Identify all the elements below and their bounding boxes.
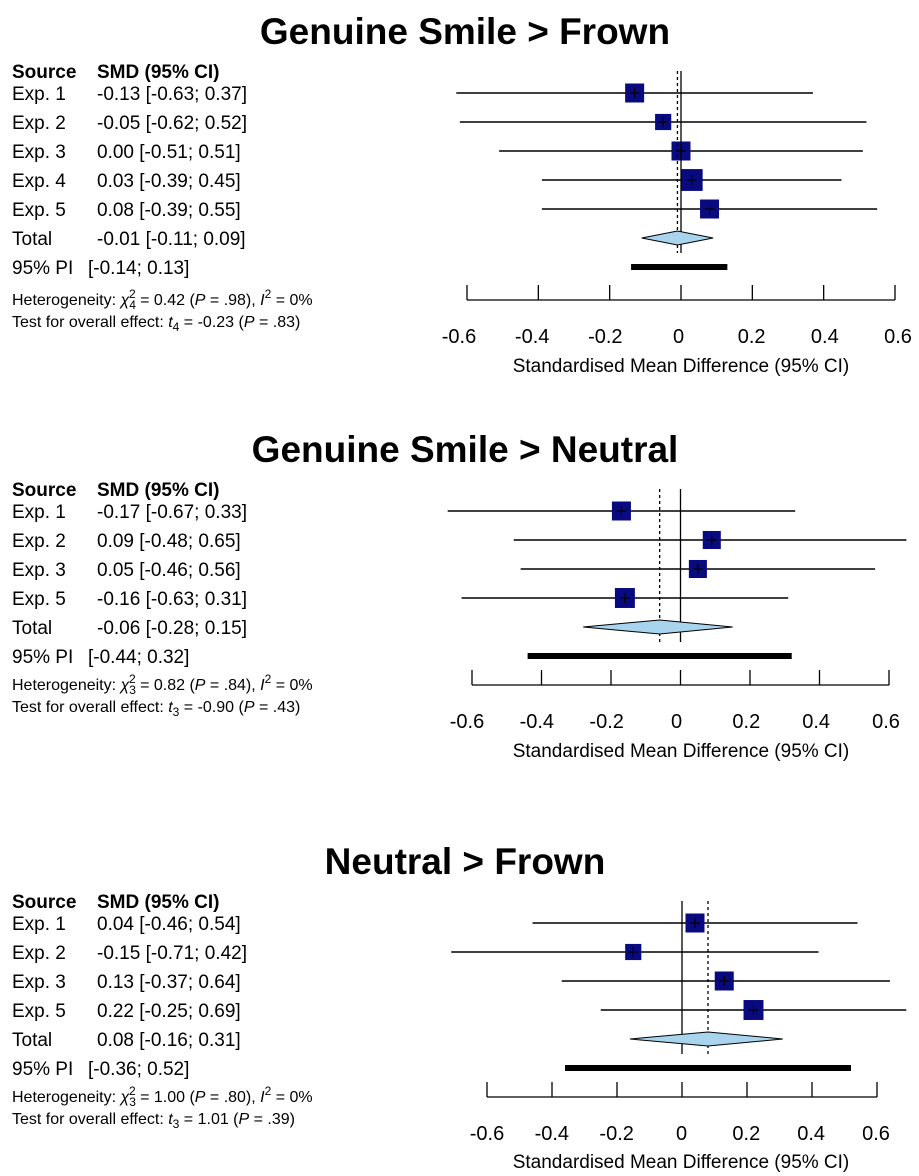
x-tick-label: 0 — [676, 1123, 687, 1145]
study-smd-text: 0.08 [-0.39; 0.55] — [97, 200, 241, 221]
x-tick-label: -0.6 — [470, 1123, 504, 1145]
study-smd-text: -0.16 [-0.63; 0.31] — [97, 589, 247, 610]
x-axis-label: Standardised Mean Difference (95% CI) — [513, 741, 850, 762]
x-axis-label: Standardised Mean Difference (95% CI) — [513, 1152, 850, 1173]
panel-title: Genuine Smile > Neutral — [252, 429, 679, 470]
x-tick-label: 0.6 — [872, 711, 900, 733]
x-tick-label: 0.2 — [738, 326, 766, 348]
header-source: Source — [12, 62, 76, 83]
study-label: Exp. 1 — [12, 914, 66, 935]
x-tick-label: 0.6 — [862, 1123, 890, 1145]
heterogeneity-text: Heterogeneity: χ32 = 1.00 (P = .80), I2 … — [12, 1084, 313, 1109]
study-label: Exp. 1 — [12, 84, 66, 105]
pooled-diamond — [641, 230, 714, 246]
study-smd-text: 0.22 [-0.25; 0.69] — [97, 1001, 241, 1022]
x-tick-label: 0.2 — [732, 1123, 760, 1145]
study-label: Exp. 5 — [12, 1001, 66, 1022]
study-smd-text: 0.09 [-0.48; 0.65] — [97, 531, 241, 552]
study-smd-text: 0.05 [-0.46; 0.56] — [97, 560, 241, 581]
panel-title: Neutral > Frown — [325, 841, 606, 882]
x-tick-label: -0.4 — [515, 326, 549, 348]
heterogeneity-text: Heterogeneity: χ42 = 0.42 (P = .98), I2 … — [12, 287, 313, 312]
overall-effect-text: Test for overall effect: t3 = -0.90 (P =… — [12, 699, 300, 719]
x-tick-label: 0.4 — [797, 1123, 825, 1145]
pi-label: 95% PI — [12, 258, 73, 279]
x-tick-label: -0.2 — [599, 1123, 633, 1145]
pi-text: [-0.14; 0.13] — [88, 258, 189, 279]
total-smd-text: -0.01 [-0.11; 0.09] — [97, 229, 246, 250]
header-smd: SMD (95% CI) — [97, 62, 219, 83]
pi-label: 95% PI — [12, 1059, 73, 1080]
pi-text: [-0.44; 0.32] — [88, 647, 189, 668]
header-smd: SMD (95% CI) — [97, 892, 219, 913]
header-source: Source — [12, 892, 76, 913]
study-label: Exp. 2 — [12, 943, 66, 964]
study-label: Exp. 3 — [12, 560, 66, 581]
forest-panel-1: Genuine Smile > Frown Source SMD (95% CI) E… — [12, 11, 912, 377]
x-tick-label: -0.2 — [588, 326, 622, 348]
study-label: Exp. 3 — [12, 142, 66, 163]
study-smd-text: -0.17 [-0.67; 0.33] — [97, 502, 247, 523]
study-label: Exp. 4 — [12, 171, 66, 192]
overall-effect-text: Test for overall effect: t3 = 1.01 (P = … — [12, 1111, 295, 1131]
x-tick-label: 0.4 — [802, 711, 830, 733]
heterogeneity-text: Heterogeneity: χ32 = 0.82 (P = .84), I2 … — [12, 672, 313, 697]
total-smd-text: 0.08 [-0.16; 0.31] — [97, 1030, 241, 1051]
x-tick-label: -0.4 — [535, 1123, 569, 1145]
total-label: Total — [12, 229, 52, 250]
study-label: Exp. 1 — [12, 502, 66, 523]
total-label: Total — [12, 618, 52, 639]
study-label: Exp. 2 — [12, 113, 66, 134]
study-smd-text: -0.15 [-0.71; 0.42] — [97, 943, 247, 964]
pi-label: 95% PI — [12, 647, 73, 668]
study-smd-text: 0.13 [-0.37; 0.64] — [97, 972, 241, 993]
study-label: Exp. 2 — [12, 531, 66, 552]
header-smd: SMD (95% CI) — [97, 480, 219, 501]
study-label: Exp. 5 — [12, 589, 66, 610]
x-tick-label: -0.6 — [442, 326, 476, 348]
total-smd-text: -0.06 [-0.28; 0.15] — [97, 618, 247, 639]
x-tick-label: 0 — [673, 326, 684, 348]
study-smd-text: 0.03 [-0.39; 0.45] — [97, 171, 241, 192]
x-tick-label: 0.6 — [884, 326, 912, 348]
forest-panel-2: Genuine Smile > Neutral Source SMD (95% CI… — [12, 429, 907, 762]
total-label: Total — [12, 1030, 52, 1051]
study-label: Exp. 5 — [12, 200, 66, 221]
study-label: Exp. 3 — [12, 972, 66, 993]
header-source: Source — [12, 480, 76, 501]
x-tick-label: -0.2 — [589, 711, 623, 733]
x-tick-label: -0.6 — [450, 711, 484, 733]
study-smd-text: 0.00 [-0.51; 0.51] — [97, 142, 241, 163]
x-tick-label: 0.4 — [811, 326, 839, 348]
study-smd-text: -0.13 [-0.63; 0.37] — [97, 84, 247, 105]
x-tick-label: 0.2 — [732, 711, 760, 733]
panel-title: Genuine Smile > Frown — [260, 11, 670, 52]
pooled-diamond — [629, 1031, 783, 1047]
pooled-diamond — [583, 619, 733, 635]
pi-text: [-0.36; 0.52] — [88, 1059, 189, 1080]
x-tick-label: 0 — [671, 711, 682, 733]
x-axis-label: Standardised Mean Difference (95% CI) — [513, 356, 850, 377]
x-tick-label: -0.4 — [520, 711, 554, 733]
study-smd-text: 0.04 [-0.46; 0.54] — [97, 914, 241, 935]
study-smd-text: -0.05 [-0.62; 0.52] — [97, 113, 247, 134]
forest-panel-3: Neutral > Frown Source SMD (95% CI) Exp. 1 0… — [12, 841, 907, 1173]
overall-effect-text: Test for overall effect: t4 = -0.23 (P =… — [12, 314, 300, 334]
